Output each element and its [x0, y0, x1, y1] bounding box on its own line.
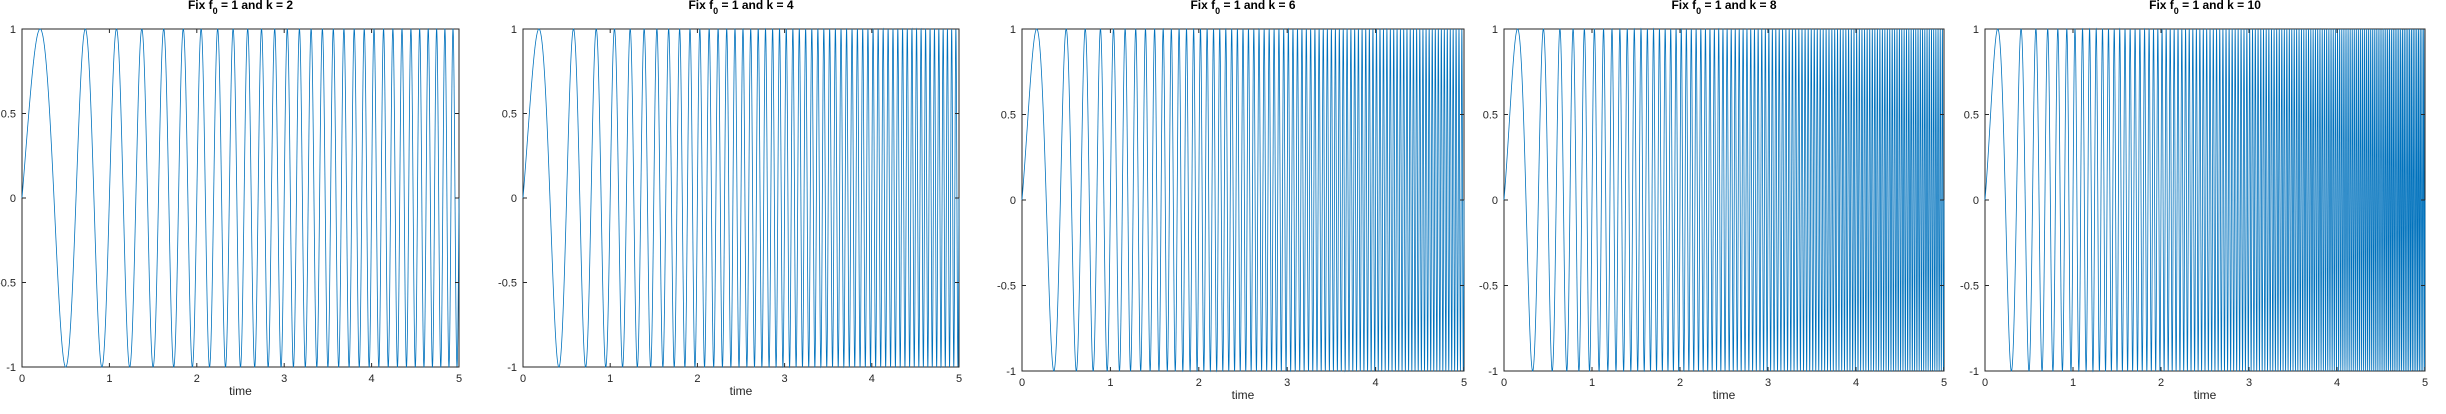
- axes-box: [21, 28, 460, 368]
- x-tick-label: 0: [1501, 377, 1507, 389]
- x-axis-label: time: [2194, 388, 2217, 402]
- x-tick-label: 4: [1853, 377, 1859, 389]
- y-tick-label: -0.5: [997, 281, 1016, 293]
- x-tick-label: 2: [1677, 377, 1683, 389]
- x-tick-label: 5: [1461, 377, 1467, 389]
- subplot-title: Fix f0 = 1 and k = 4: [688, 0, 793, 16]
- subplot-title: Fix f0 = 1 and k = 8: [1671, 0, 1776, 16]
- x-tick-label: 3: [1284, 377, 1290, 389]
- x-tick-label: 5: [456, 373, 462, 385]
- x-axis-label: time: [229, 384, 252, 398]
- y-tick-label: 0.5: [1001, 110, 1016, 122]
- signal-line: [1503, 27, 1945, 373]
- x-tick-label: 3: [2246, 377, 2252, 389]
- y-tick-label: -0.5: [498, 278, 517, 290]
- y-tick-label: 0: [1973, 195, 1979, 207]
- y-tick-label: 0: [1010, 195, 1016, 207]
- x-tick-label: 0: [1019, 377, 1025, 389]
- x-tick-label: 3: [281, 373, 287, 385]
- x-tick-label: 5: [2422, 377, 2428, 389]
- subplot-k-8: 0 1 2 3 4 5 -1 -0.5 0 0.5 1 time Fix f0 = 1 and k = …: [1479, 0, 1947, 402]
- signal-line: [1984, 27, 2426, 373]
- x-tick-label: 4: [869, 373, 875, 385]
- y-tick-label: 1: [1010, 24, 1016, 36]
- x-tick-label: 1: [1107, 377, 1113, 389]
- x-tick-label: 3: [1765, 377, 1771, 389]
- y-tick-label: 1: [1973, 24, 1979, 36]
- x-tick-label: 0: [1982, 377, 1988, 389]
- subplot-k-6: 0 1 2 3 4 5 -1 -0.5 0 0.5 1 time Fix f0 = 1 and k = …: [997, 0, 1467, 402]
- signal-line: [21, 27, 460, 369]
- signal-line: [1021, 27, 1465, 373]
- x-tick-label: 0: [19, 373, 25, 385]
- subplot-title: Fix f0 = 1 and k = 6: [1190, 0, 1295, 16]
- x-tick-label: 1: [1589, 377, 1595, 389]
- signal-line: [522, 27, 960, 369]
- x-axis-label: time: [1232, 388, 1255, 402]
- x-tick-label: 2: [2158, 377, 2164, 389]
- x-axis-label: time: [730, 384, 753, 398]
- x-tick-label: 4: [2334, 377, 2340, 389]
- y-tick-label: 0.5: [502, 109, 517, 121]
- x-tick-label: 4: [1373, 377, 1379, 389]
- y-tick-label: 0.5: [1964, 110, 1979, 122]
- x-tick-label: 5: [956, 373, 962, 385]
- x-tick-label: 2: [1196, 377, 1202, 389]
- y-tick-label: -0.5: [1960, 281, 1979, 293]
- y-tick-label: 0: [511, 193, 517, 205]
- y-tick-label: 0.5: [1483, 110, 1498, 122]
- x-tick-label: 3: [782, 373, 788, 385]
- y-tick-label: 0.5: [1, 109, 16, 121]
- y-tick-label: -0.5: [1479, 281, 1498, 293]
- x-tick-label: 5: [1941, 377, 1947, 389]
- subplot-k-4: 0 1 2 3 4 5 -1 -0.5 0 0.5 1 time Fix f0 = 1 and k = …: [498, 0, 962, 398]
- y-tick-label: -1: [1488, 366, 1498, 378]
- subplot-title: Fix f0 = 1 and k = 2: [188, 0, 293, 16]
- y-tick-label: 0: [10, 193, 16, 205]
- y-tick-label: 1: [10, 24, 16, 36]
- x-tick-label: 2: [194, 373, 200, 385]
- y-tick-label: 1: [1492, 24, 1498, 36]
- x-tick-label: 0: [520, 373, 526, 385]
- subplot-k-10: 0 1 2 3 4 5 -1 -0.5 0 0.5 1 time Fix f0 = 1 and k = …: [1960, 0, 2428, 402]
- y-tick-label: 1: [511, 24, 517, 36]
- x-tick-label: 1: [106, 373, 112, 385]
- x-tick-label: 1: [2070, 377, 2076, 389]
- y-tick-label: -0.5: [0, 278, 16, 290]
- y-tick-label: -1: [1969, 366, 1979, 378]
- axes-box: [1021, 28, 1465, 372]
- y-tick-label: -1: [1006, 366, 1016, 378]
- x-tick-label: 1: [607, 373, 613, 385]
- y-tick-label: 0: [1492, 195, 1498, 207]
- x-axis-label: time: [1713, 388, 1736, 402]
- y-tick-label: -1: [507, 362, 517, 374]
- subplot-title: Fix f0 = 1 and k = 10: [2149, 0, 2261, 16]
- subplot-k-2: 0 1 2 3 4 5 -1 -0.5 0 0.5 1 time Fix f0 = 1 and k = …: [0, 0, 462, 398]
- x-tick-label: 4: [369, 373, 375, 385]
- y-tick-label: -1: [6, 362, 16, 374]
- x-tick-label: 2: [694, 373, 700, 385]
